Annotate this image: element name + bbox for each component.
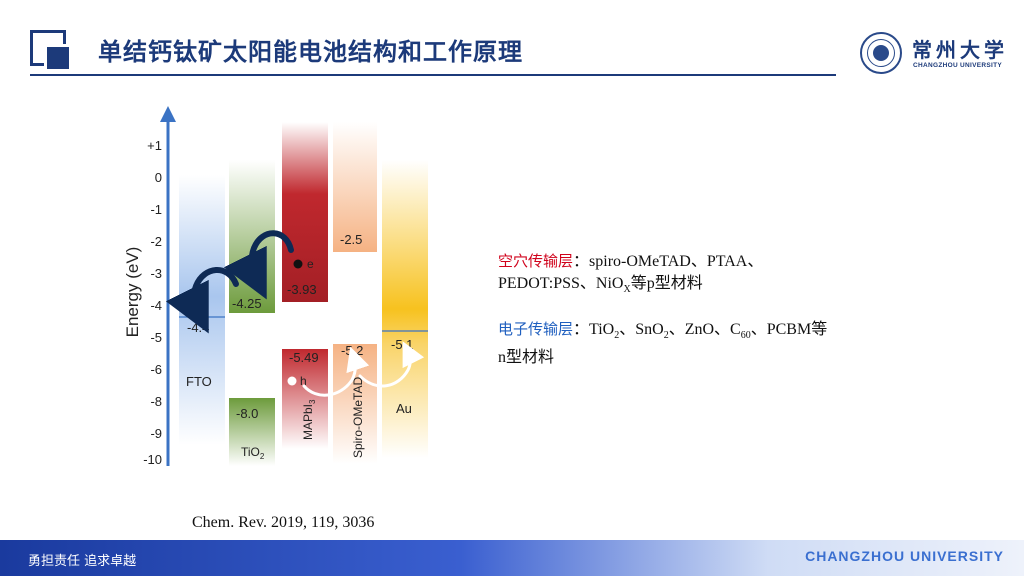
etl-sub: 2 — [663, 330, 669, 342]
mapbi3-vb-label: -5.49 — [289, 350, 319, 365]
tio2-vb-label: -8.0 — [236, 406, 258, 421]
tio2-vb-block — [229, 398, 275, 466]
htl-heading: 空穴传输层 — [498, 252, 574, 270]
etl-part: 、SnO — [619, 321, 664, 338]
hole-dot — [287, 376, 297, 386]
fto-name: FTO — [186, 374, 212, 389]
tick-label: -4 — [150, 298, 162, 313]
tick-label: +1 — [147, 138, 162, 153]
etl-paragraph: 电子传输层：TiO2、SnO2、ZnO、C60、PCBM等 n型材料 — [498, 318, 827, 369]
hole-transfer-arrow-icon — [302, 346, 370, 397]
header-logo-icon — [30, 30, 72, 72]
au-layer — [382, 160, 428, 458]
etl-sub: 2 — [614, 330, 620, 342]
energy-axis-arrow-icon — [160, 106, 176, 122]
page-title: 单结钙钛矿太阳能电池结构和工作原理 — [98, 38, 523, 66]
spiro-name: Spiro-OMeTAD — [351, 377, 365, 458]
htl-paragraph: 空穴传输层：spiro-OMeTAD、PTAA、 PEDOT:PSS、NiOX等… — [498, 250, 763, 301]
etl-part: ：TiO — [573, 321, 615, 338]
htl-subscript: X — [623, 284, 631, 296]
tick-label: -8 — [150, 394, 162, 409]
title-underline — [30, 74, 836, 76]
footer-university: CHANGZHOU UNIVERSITY — [805, 548, 1004, 564]
tick-label: 0 — [155, 170, 162, 185]
footer-bar: 勇担责任 追求卓越 CHANGZHOU UNIVERSITY — [0, 540, 1024, 576]
hole-label: h — [300, 374, 307, 388]
au-level-label: -5.1 — [391, 337, 413, 352]
tick-label: -1 — [150, 202, 162, 217]
electron-transfer-arrow-icon — [223, 230, 294, 300]
mapbi3-name: MAPbI3 — [301, 399, 317, 440]
tick-label: -9 — [150, 426, 162, 441]
fto-level-label: -4.4 — [187, 320, 209, 335]
etl-sub: 60 — [740, 330, 751, 342]
hole-transfer-arrow-icon — [358, 341, 425, 388]
mapbi3-cb-label: -3.93 — [287, 282, 317, 297]
etl-line2: n型材料 — [498, 349, 555, 367]
htl-line1: ：spiro-OMeTAD、PTAA、 — [573, 253, 764, 270]
etl-part: 、PCBM等 — [750, 321, 828, 338]
tio2-cb-label: -4.25 — [232, 296, 262, 311]
university-name-en: CHANGZHOU UNIVERSITY — [913, 62, 1003, 69]
mapbi3-vb-block — [282, 349, 328, 449]
university-seal-icon — [860, 32, 902, 74]
tick-label: -5 — [150, 330, 162, 345]
tick-label: -10 — [143, 452, 162, 467]
citation: Chem. Rev. 2019, 119, 3036 — [192, 514, 375, 531]
tick-label: -6 — [150, 362, 162, 377]
electron-transfer-arrow-icon — [165, 267, 239, 334]
htl-line2-end: 等p型材料 — [630, 275, 703, 292]
fto-layer — [179, 175, 225, 445]
mapbi3-cb-block — [282, 122, 328, 302]
htl-line2: PEDOT:PSS、NiO — [498, 275, 624, 292]
tick-label: -2 — [150, 234, 162, 249]
tio2-name: TiO2 — [241, 445, 265, 461]
spiro-lumo-label: -2.5 — [340, 232, 362, 247]
au-name: Au — [396, 401, 412, 416]
footer-motto: 勇担责任 追求卓越 — [28, 554, 137, 569]
electron-dot — [293, 259, 303, 269]
axis-label: Energy (eV) — [123, 247, 142, 338]
spiro-homo-label: -5.2 — [341, 343, 363, 358]
electron-label: e — [307, 257, 314, 271]
etl-heading: 电子传输层 — [498, 320, 574, 338]
spiro-lumo-block — [333, 122, 377, 252]
tick-label: -3 — [150, 266, 162, 281]
etl-part: 、ZnO、C — [668, 321, 741, 338]
university-name-cn: 常州大学 — [912, 38, 1008, 62]
